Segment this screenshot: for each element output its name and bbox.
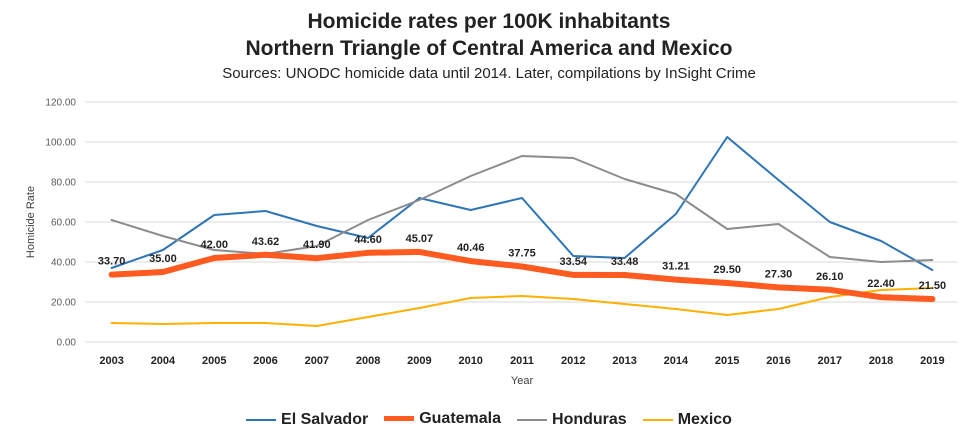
y-tick-label: 40.00	[51, 258, 76, 269]
legend: El Salvador Guatemala Honduras Mexico	[0, 408, 978, 429]
data-label: 42.00	[200, 239, 228, 251]
chart-subtitle: Northern Triangle of Central America and…	[245, 37, 733, 60]
legend-item: Honduras	[517, 411, 627, 429]
series-line-mexico	[110, 287, 934, 327]
data-label: 33.48	[611, 256, 639, 268]
data-label: 40.46	[457, 242, 485, 254]
x-tick-label: 2007	[305, 355, 329, 367]
x-tick-label: 2015	[715, 355, 739, 367]
x-axis-title: Year	[511, 375, 534, 387]
x-tick-label: 2003	[99, 355, 123, 367]
x-tick-label: 2012	[561, 355, 585, 367]
x-tick-label: 2009	[407, 355, 431, 367]
data-label: 44.60	[354, 234, 382, 246]
legend-label: Honduras	[552, 411, 627, 428]
y-tick-label: 120.00	[45, 98, 76, 109]
y-tick-label: 0.00	[57, 338, 77, 349]
data-label: 22.40	[867, 278, 895, 290]
y-axis-title: Homicide Rate	[25, 186, 37, 258]
data-label: 43.62	[252, 236, 280, 248]
legend-swatch	[384, 416, 415, 421]
data-label: 29.50	[713, 264, 741, 276]
x-tick-label: 2016	[766, 355, 790, 367]
y-tick-label: 60.00	[51, 218, 76, 229]
legend-swatch	[246, 419, 277, 421]
x-tick-label: 2018	[869, 355, 893, 367]
x-tick-label: 2019	[920, 355, 944, 367]
data-label: 37.75	[508, 248, 536, 260]
data-label: 31.21	[662, 261, 690, 273]
legend-label: Mexico	[677, 411, 732, 428]
y-tick-label: 100.00	[45, 138, 76, 149]
chart-sources: Sources: UNODC homicide data until 2014.…	[222, 65, 756, 82]
y-tick-label: 20.00	[51, 298, 76, 309]
series-line-el-salvador	[110, 136, 934, 271]
x-tick-label: 2004	[151, 355, 176, 367]
legend-swatch	[517, 419, 548, 421]
x-tick-label: 2008	[356, 355, 380, 367]
x-tick-label: 2013	[612, 355, 636, 367]
legend-swatch	[642, 419, 673, 421]
x-tick-label: 2017	[818, 355, 842, 367]
data-label: 41.90	[303, 239, 331, 251]
chart-titles: Homicide rates per 100K inhabitants Nort…	[0, 8, 978, 85]
chart-title: Homicide rates per 100K inhabitants	[307, 10, 671, 33]
data-label: 45.07	[406, 233, 434, 245]
data-label: 27.30	[765, 268, 793, 280]
legend-item: Mexico	[642, 411, 732, 429]
legend-item: Guatemala	[384, 410, 501, 428]
data-label: 35.00	[149, 253, 177, 265]
x-tick-label: 2005	[202, 355, 226, 367]
series-line-honduras	[110, 155, 934, 263]
x-tick-label: 2006	[253, 355, 277, 367]
x-tick-label: 2010	[458, 355, 482, 367]
data-label: 26.10	[816, 271, 844, 283]
data-label: 33.70	[98, 256, 126, 268]
legend-item: El Salvador	[246, 411, 368, 429]
data-label: 21.50	[919, 280, 947, 292]
legend-label: Guatemala	[419, 409, 502, 427]
y-tick-label: 80.00	[51, 178, 76, 189]
data-label: 33.54	[560, 256, 588, 268]
series-line-guatemala	[108, 248, 936, 302]
x-tick-label: 2011	[510, 355, 534, 367]
x-tick-label: 2014	[664, 355, 689, 367]
legend-label: El Salvador	[281, 411, 369, 428]
